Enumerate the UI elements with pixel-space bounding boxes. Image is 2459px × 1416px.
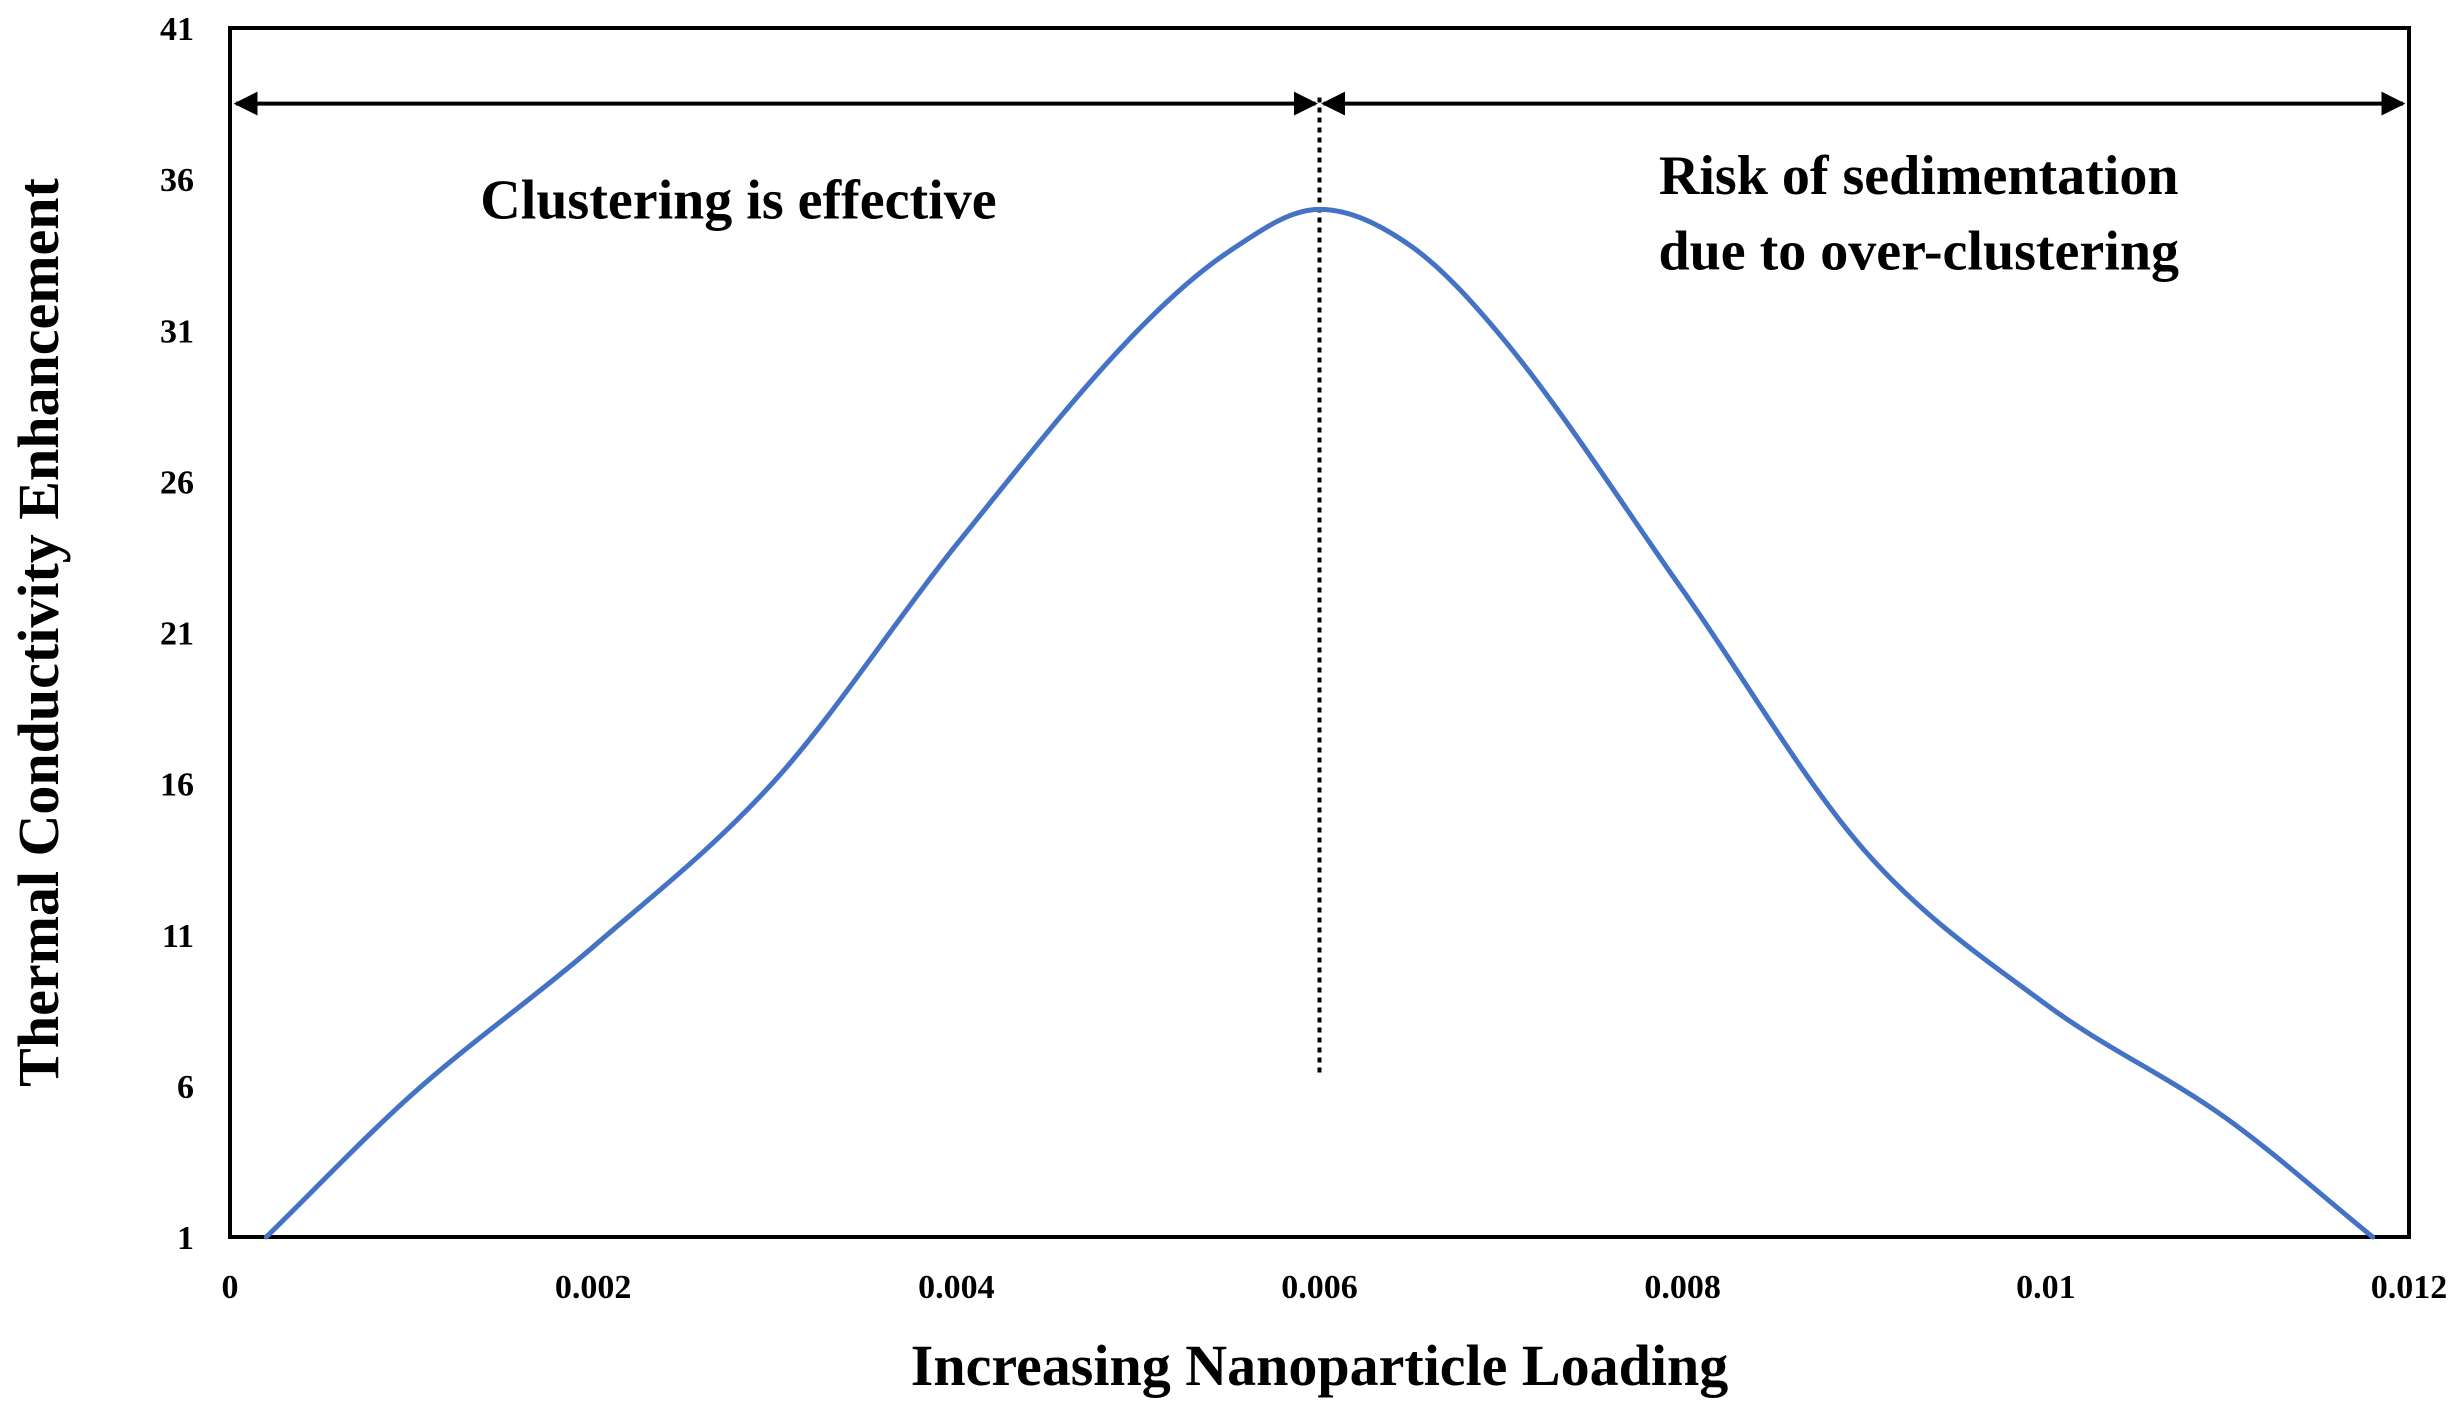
y-tick-label: 31 — [160, 313, 194, 350]
x-tick-label: 0.012 — [2371, 1269, 2448, 1306]
y-axis-title: Thermal Conductivity Enhancement — [6, 177, 71, 1086]
y-tick-label: 36 — [160, 162, 194, 199]
y-tick-label: 6 — [177, 1069, 194, 1106]
x-tick-label: 0.006 — [1281, 1269, 1358, 1306]
y-tick-label: 11 — [162, 918, 194, 955]
y-tick-label: 1 — [177, 1220, 194, 1257]
x-tick-label: 0.008 — [1644, 1269, 1721, 1306]
y-tick-label: 21 — [160, 616, 194, 653]
x-tick-label: 0.002 — [555, 1269, 632, 1306]
x-tick-label: 0.01 — [2016, 1269, 2076, 1306]
x-tick-label: 0.004 — [918, 1269, 995, 1306]
annotation-over-clustering: due to over-clustering — [1658, 221, 2179, 283]
series-line — [263, 206, 2376, 1240]
y-tick-label: 16 — [160, 767, 194, 804]
x-axis-ticks: 0 0.002 0.004 0.006 0.008 0.01 0.012 — [222, 1269, 2448, 1306]
annotation-clustering-effective: Clustering is effective — [480, 169, 996, 231]
y-tick-label: 41 — [160, 11, 194, 48]
x-tick-label: 0 — [222, 1269, 239, 1306]
x-axis-title: Increasing Nanoparticle Loading — [911, 1333, 1728, 1398]
annotation-risk-sedimentation: Risk of sedimentation — [1659, 145, 2179, 207]
y-tick-label: 26 — [160, 464, 194, 501]
plot-frame — [228, 26, 2411, 1239]
